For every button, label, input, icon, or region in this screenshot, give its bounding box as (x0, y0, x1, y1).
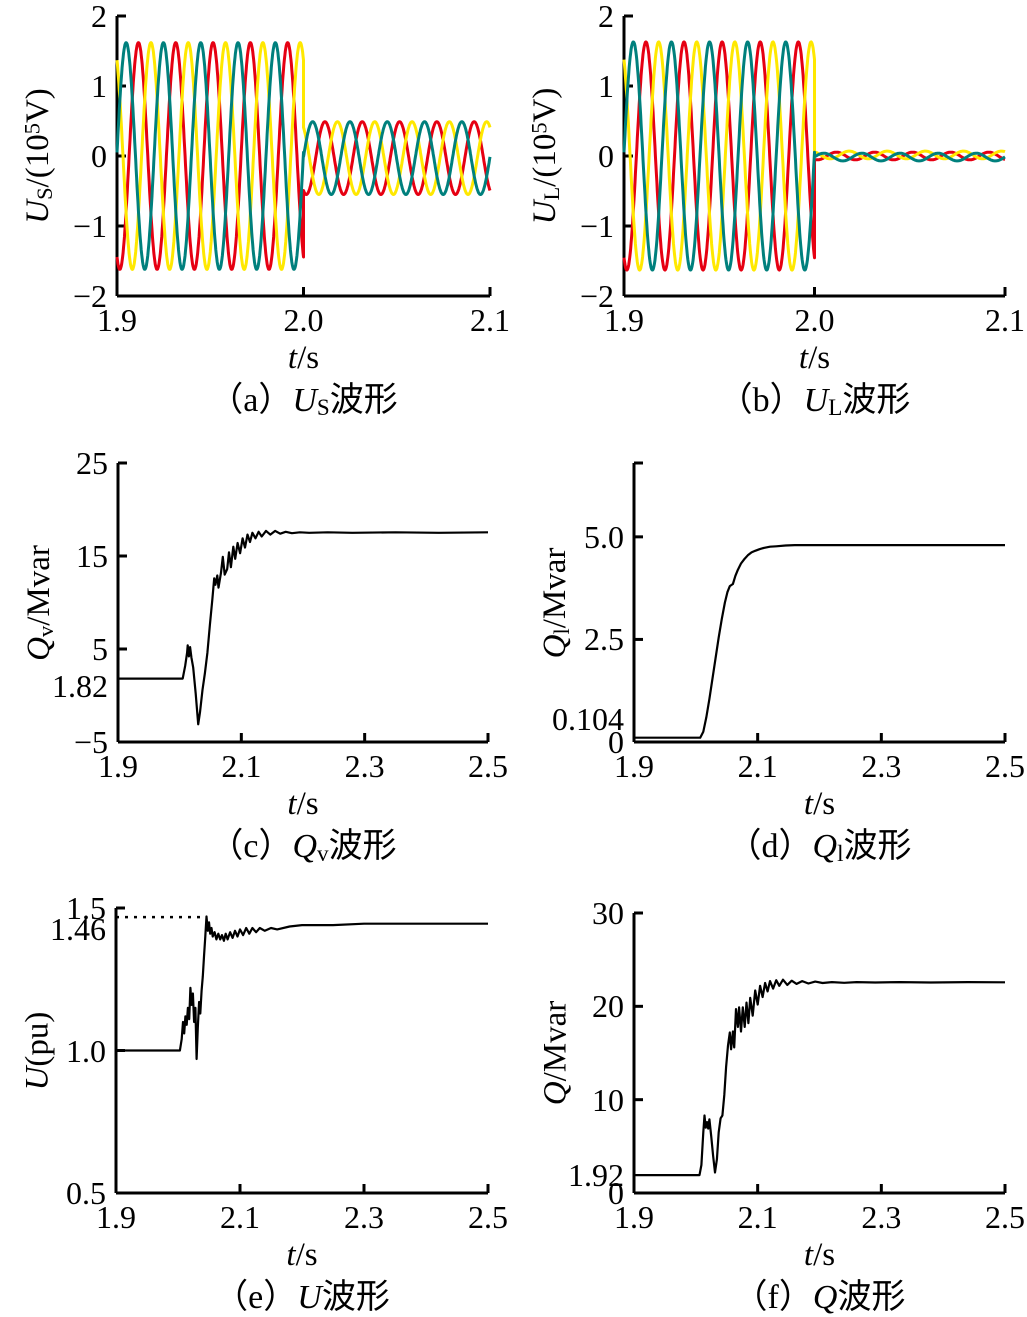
series-b-phase-yellow (622, 40, 1006, 272)
series-b-phase-teal (622, 40, 1006, 272)
x-tick-label: 2.5 (985, 748, 1025, 784)
series-f-Q-curve (634, 978, 1006, 1177)
x-tick-label: 2.1 (220, 1199, 260, 1235)
x-tick-label: 1.9 (614, 1199, 654, 1235)
y-tick-label: 1 (91, 68, 107, 104)
x-tick-label: 2.1 (985, 302, 1025, 338)
y-tick-label: −1 (579, 208, 614, 244)
y-tick-label: 0 (91, 138, 107, 174)
subplot-caption: （e）U波形 (214, 1279, 390, 1316)
x-tick-label: 2.0 (283, 302, 324, 338)
y-tick-label: 15 (76, 538, 108, 574)
y-tick-label: −2 (72, 278, 107, 314)
x-tick-label: 2.1 (737, 748, 778, 784)
y-tick-label: 1.0 (66, 1032, 106, 1069)
x-axis-label: t/s (286, 1237, 318, 1273)
y-extra-label: 1.92 (568, 1157, 624, 1194)
y-axis-label: UL/(105V) (526, 87, 565, 225)
y-axis-label: U(pu) (19, 1011, 56, 1090)
x-tick-label: 2.5 (468, 748, 508, 784)
y-tick-label: 5.0 (584, 518, 624, 555)
y-axis-label: Q/Mvar (537, 1000, 574, 1106)
series-b-phase-red (622, 40, 1006, 272)
series-d-Ql-curve (634, 544, 1005, 739)
x-axis-label: t/s (803, 786, 836, 822)
subplot-caption: （d）Ql波形 (727, 828, 912, 868)
x-tick-label: 2.1 (737, 1199, 778, 1235)
series-a-phase-red (115, 41, 492, 271)
series-a-phase-teal (115, 41, 492, 271)
x-tick-label: 2.5 (468, 1199, 508, 1235)
x-axis-label: t/s (803, 1237, 836, 1273)
y-axis-label: US/(105V) (19, 88, 58, 224)
y-tick-label: 25 (76, 445, 108, 481)
y-axis-label: Ql/Mvar (536, 547, 574, 658)
y-tick-label: 2 (91, 0, 107, 34)
y-tick-label: 20 (592, 988, 624, 1025)
y-axis-label: Qv/Mvar (20, 544, 58, 661)
y-tick-label: −1 (72, 208, 107, 244)
subplot-caption: （b）UL波形 (718, 382, 911, 422)
x-tick-label: 2.0 (794, 302, 835, 338)
x-tick-label: 2.1 (221, 748, 262, 784)
x-axis-label: t/s (287, 786, 319, 822)
series-a-phase-yellow (115, 41, 492, 271)
y-tick-label: 2 (598, 0, 614, 34)
y-tick-label: 1.5 (66, 890, 106, 926)
x-tick-label: 2.5 (985, 1199, 1025, 1235)
x-tick-label: 1.9 (604, 302, 644, 338)
subplot-caption: （f）Q波形 (733, 1279, 906, 1316)
x-tick-label: 2.3 (344, 748, 385, 784)
y-tick-label: 0 (598, 138, 614, 174)
y-tick-label: −2 (579, 278, 614, 314)
x-tick-label: 2.3 (344, 1199, 384, 1235)
y-tick-label: 5 (92, 631, 108, 667)
y-tick-label: 0 (608, 724, 624, 760)
x-tick-label: 1.9 (96, 1199, 136, 1235)
y-extra-label: 1.46 (50, 911, 106, 948)
y-tick-label: 0.5 (66, 1175, 106, 1211)
y-tick-label: 30 (592, 895, 624, 931)
subplot-caption: （a）US波形 (209, 382, 398, 422)
y-tick-label: 2.5 (584, 621, 624, 658)
y-extra-label: 0.104 (552, 701, 624, 738)
y-tick-label: −5 (73, 724, 108, 760)
x-axis-label: t/s (287, 340, 320, 376)
x-tick-label: 2.1 (470, 302, 510, 338)
x-tick-label: 2.3 (861, 1199, 902, 1235)
subplot-caption: （c）Qv波形 (209, 828, 397, 868)
y-tick-label: 1 (598, 68, 614, 104)
x-tick-label: 1.9 (97, 302, 137, 338)
x-axis-label: t/s (798, 340, 831, 376)
series-e-U-curve (116, 915, 488, 1061)
y-tick-label: 0 (608, 1175, 624, 1211)
x-tick-label: 1.9 (98, 748, 138, 784)
x-tick-label: 1.9 (614, 748, 654, 784)
series-c-Qv-curve (118, 529, 489, 726)
x-tick-label: 2.3 (861, 748, 902, 784)
y-extra-label: 1.82 (52, 668, 108, 705)
y-tick-label: 10 (592, 1081, 624, 1118)
